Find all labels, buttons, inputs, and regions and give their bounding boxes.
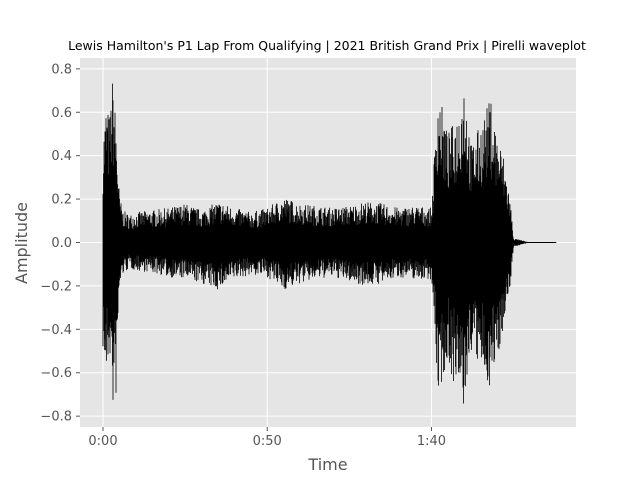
y-tick-label: 0.0: [51, 236, 72, 251]
y-axis-label: Amplitude: [12, 202, 31, 284]
x-axis-label: Time: [307, 455, 347, 474]
x-axis-ticks: 0:00 0:50 1:40: [88, 427, 446, 449]
y-tick-label: −0.4: [40, 323, 72, 338]
waveform-series: [102, 83, 557, 404]
y-tick-label: 0.6: [51, 106, 72, 121]
y-tick-label: 0.2: [51, 193, 72, 208]
y-tick-label: −0.8: [40, 410, 72, 425]
x-tick-label: 0:50: [253, 434, 282, 449]
y-axis-ticks: −0.8 −0.6 −0.4 −0.2 0.0 0.2 0.4 0.6 0.8: [40, 62, 80, 425]
y-tick-label: −0.2: [40, 279, 72, 294]
y-tick-label: 0.4: [51, 149, 72, 164]
chart-title: Lewis Hamilton's P1 Lap From Qualifying …: [68, 38, 586, 53]
x-tick-label: 0:00: [88, 434, 117, 449]
y-tick-label: −0.6: [40, 366, 72, 381]
x-tick-label: 1:40: [417, 434, 446, 449]
y-tick-label: 0.8: [51, 62, 72, 77]
